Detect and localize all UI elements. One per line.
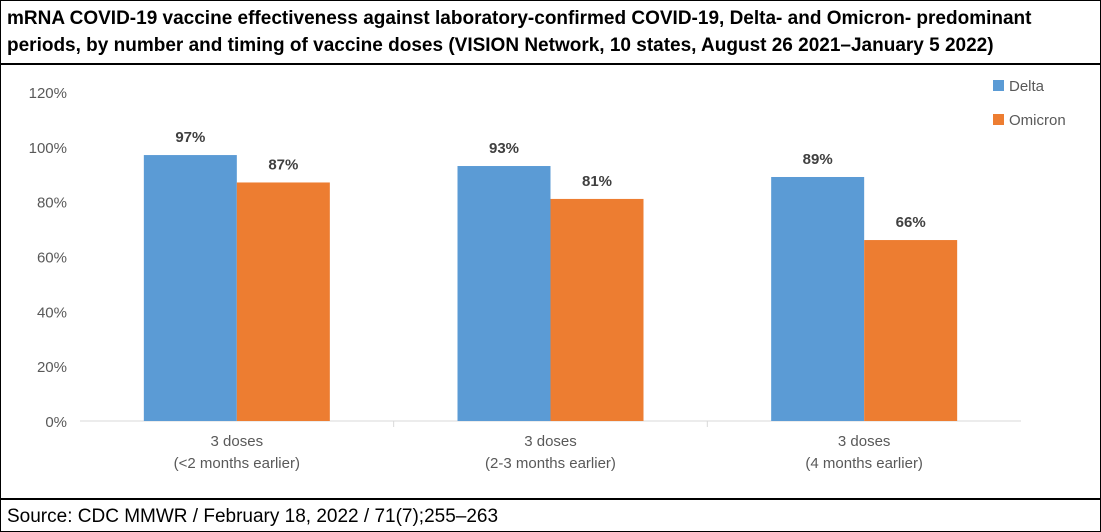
data-label: 81% bbox=[582, 173, 612, 190]
y-tick-label: 100% bbox=[29, 140, 67, 157]
x-tick-label: 3 doses bbox=[524, 433, 577, 450]
y-tick-label: 80% bbox=[37, 195, 67, 212]
source-box: Source: CDC MMWR / February 18, 2022 / 7… bbox=[1, 498, 1100, 531]
y-tick-label: 20% bbox=[37, 359, 67, 376]
data-label: 97% bbox=[175, 129, 205, 146]
y-tick-label: 40% bbox=[37, 304, 67, 321]
data-label: 66% bbox=[896, 214, 926, 231]
y-tick-label: 0% bbox=[45, 414, 67, 431]
bar-delta bbox=[771, 176, 865, 421]
data-label: 89% bbox=[803, 151, 833, 168]
data-label: 87% bbox=[268, 156, 298, 173]
legend-label-omicron: Omicron bbox=[1009, 112, 1066, 129]
chart-title: mRNA COVID-19 vaccine effectiveness agai… bbox=[7, 8, 1032, 56]
x-tick-label: 3 doses bbox=[211, 433, 264, 450]
legend-swatch-delta bbox=[993, 80, 1004, 91]
x-tick-label: (<2 months earlier) bbox=[174, 455, 300, 472]
bar-delta bbox=[457, 166, 551, 421]
legend-label-delta: Delta bbox=[1009, 78, 1045, 95]
title-box: mRNA COVID-19 vaccine effectiveness agai… bbox=[1, 1, 1100, 65]
x-tick-label: (2-3 months earlier) bbox=[485, 455, 616, 472]
bar-delta bbox=[143, 155, 237, 421]
source-citation: Source: CDC MMWR / February 18, 2022 / 7… bbox=[7, 506, 499, 527]
bar-omicron bbox=[864, 240, 958, 421]
y-tick-label: 120% bbox=[29, 85, 67, 102]
y-tick-label: 60% bbox=[37, 250, 67, 267]
bar-omicron bbox=[236, 182, 330, 421]
data-label: 93% bbox=[489, 140, 519, 157]
x-tick-label: (4 months earlier) bbox=[805, 455, 923, 472]
bar-chart: 0% 20% 40% 60% 80% 100% 120% 97% 87% 3 doses (<2 m… bbox=[29, 78, 1066, 472]
bar-omicron bbox=[550, 198, 644, 421]
legend-swatch-omicron bbox=[993, 114, 1004, 125]
x-tick-label: 3 doses bbox=[838, 433, 891, 450]
